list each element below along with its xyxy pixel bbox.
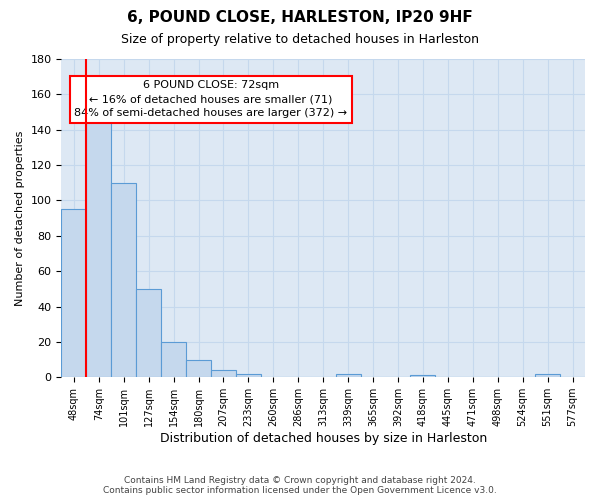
Bar — [236, 374, 261, 377]
Bar — [211, 370, 236, 377]
Bar — [86, 112, 111, 377]
Bar — [335, 374, 361, 377]
Text: 6 POUND CLOSE: 72sqm
← 16% of detached houses are smaller (71)
84% of semi-detac: 6 POUND CLOSE: 72sqm ← 16% of detached h… — [74, 80, 347, 118]
Text: Contains HM Land Registry data © Crown copyright and database right 2024.
Contai: Contains HM Land Registry data © Crown c… — [103, 476, 497, 495]
Bar — [186, 360, 211, 377]
Bar — [136, 289, 161, 377]
Bar — [161, 342, 186, 377]
Bar — [535, 374, 560, 377]
Text: 6, POUND CLOSE, HARLESTON, IP20 9HF: 6, POUND CLOSE, HARLESTON, IP20 9HF — [127, 10, 473, 25]
X-axis label: Distribution of detached houses by size in Harleston: Distribution of detached houses by size … — [160, 432, 487, 445]
Bar — [61, 210, 86, 377]
Bar — [410, 376, 436, 377]
Bar — [111, 183, 136, 377]
Y-axis label: Number of detached properties: Number of detached properties — [15, 130, 25, 306]
Text: Size of property relative to detached houses in Harleston: Size of property relative to detached ho… — [121, 32, 479, 46]
